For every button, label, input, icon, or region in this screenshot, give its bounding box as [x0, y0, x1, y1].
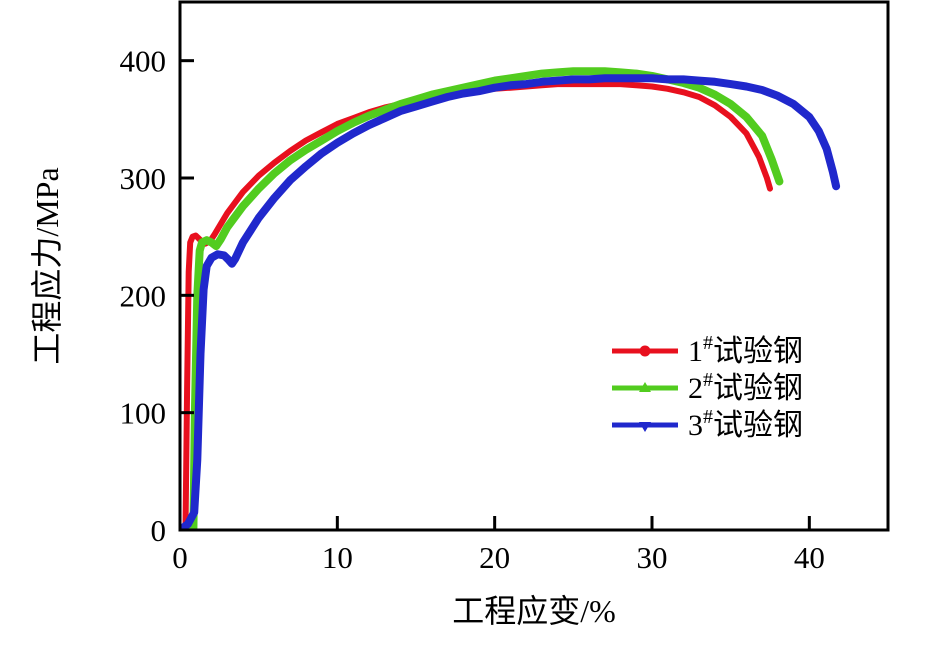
- legend-marker-triangle-down: [639, 422, 651, 432]
- y-tick-label: 300: [120, 161, 167, 196]
- series-line-2: [180, 67, 784, 532]
- x-tick-label: 0: [172, 540, 188, 575]
- legend-entry-1: 1#试验钢: [612, 332, 803, 368]
- x-axis-title: 工程应变/%: [452, 593, 616, 629]
- legend-entry-2: 2#试验钢: [612, 369, 803, 405]
- legend: 1#试验钢 2#试验钢 3#试验钢: [612, 332, 803, 442]
- x-tick-label: 20: [479, 540, 510, 575]
- legend-line-1: [612, 345, 678, 357]
- y-tick-label: 400: [120, 44, 167, 79]
- legend-line-2: [612, 382, 678, 392]
- legend-label-2: 2#试验钢: [688, 369, 803, 405]
- curves-group: [180, 67, 841, 532]
- legend-marker-circle: [639, 345, 651, 357]
- series-line-1: [180, 81, 773, 532]
- y-tick-label: 100: [120, 396, 167, 431]
- plot-frame: [178, 0, 890, 532]
- legend-label-1: 1#试验钢: [688, 332, 803, 368]
- x-tick-label: 10: [322, 540, 353, 575]
- x-tick-label: 40: [794, 540, 825, 575]
- legend-line-3: [612, 422, 678, 432]
- series-line-3: [180, 74, 841, 532]
- y-tick-label: 0: [151, 513, 167, 548]
- x-tick-label: 30: [637, 540, 668, 575]
- legend-marker-triangle-up: [639, 382, 651, 392]
- y-axis-title: 工程应力/MPa: [29, 167, 65, 364]
- legend-entry-3: 3#试验钢: [612, 406, 803, 442]
- legend-label-3: 3#试验钢: [688, 406, 803, 442]
- y-tick-label: 200: [120, 278, 167, 313]
